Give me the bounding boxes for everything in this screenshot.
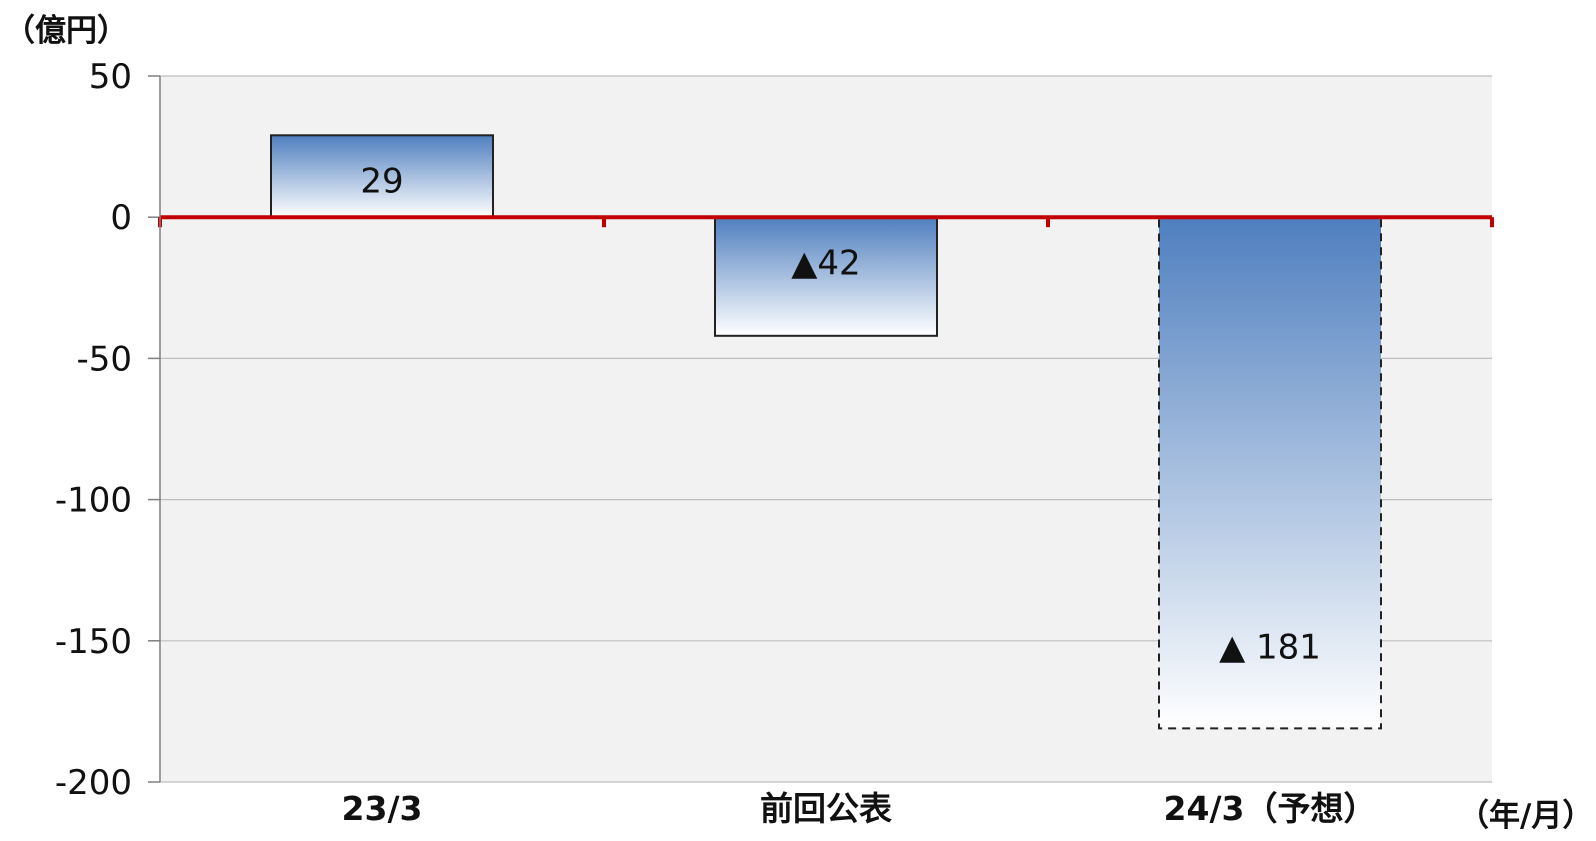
y-tick-label: -150 [55,622,132,662]
category-label: 23/3 [342,789,423,828]
x-unit-label: （年/月） [1458,798,1593,834]
y-tick-label: -50 [76,339,132,379]
data-label: 29 [360,161,403,201]
y-tick-labels: 50 0 -50 -100 -150 -200 [55,57,132,803]
category-labels: 23/3 前回公表 24/3（予想） [342,789,1377,828]
bar [714,216,938,337]
y-tick-label: 50 [89,57,132,97]
data-labels: 29 ▲42 ▲ 181 [360,161,1321,667]
bars [270,134,1382,730]
data-label: ▲ 181 [1219,628,1321,668]
bar [1158,216,1382,730]
category-label: 前回公表 [760,789,892,828]
y-tick-label: 0 [110,198,132,238]
category-label: 24/3（予想） [1164,789,1377,828]
y-unit-label: （億円） [4,13,128,49]
y-tick-label: -100 [55,481,132,521]
data-label: ▲42 [791,243,860,283]
y-tick-label: -200 [55,763,132,803]
bar [270,134,494,219]
